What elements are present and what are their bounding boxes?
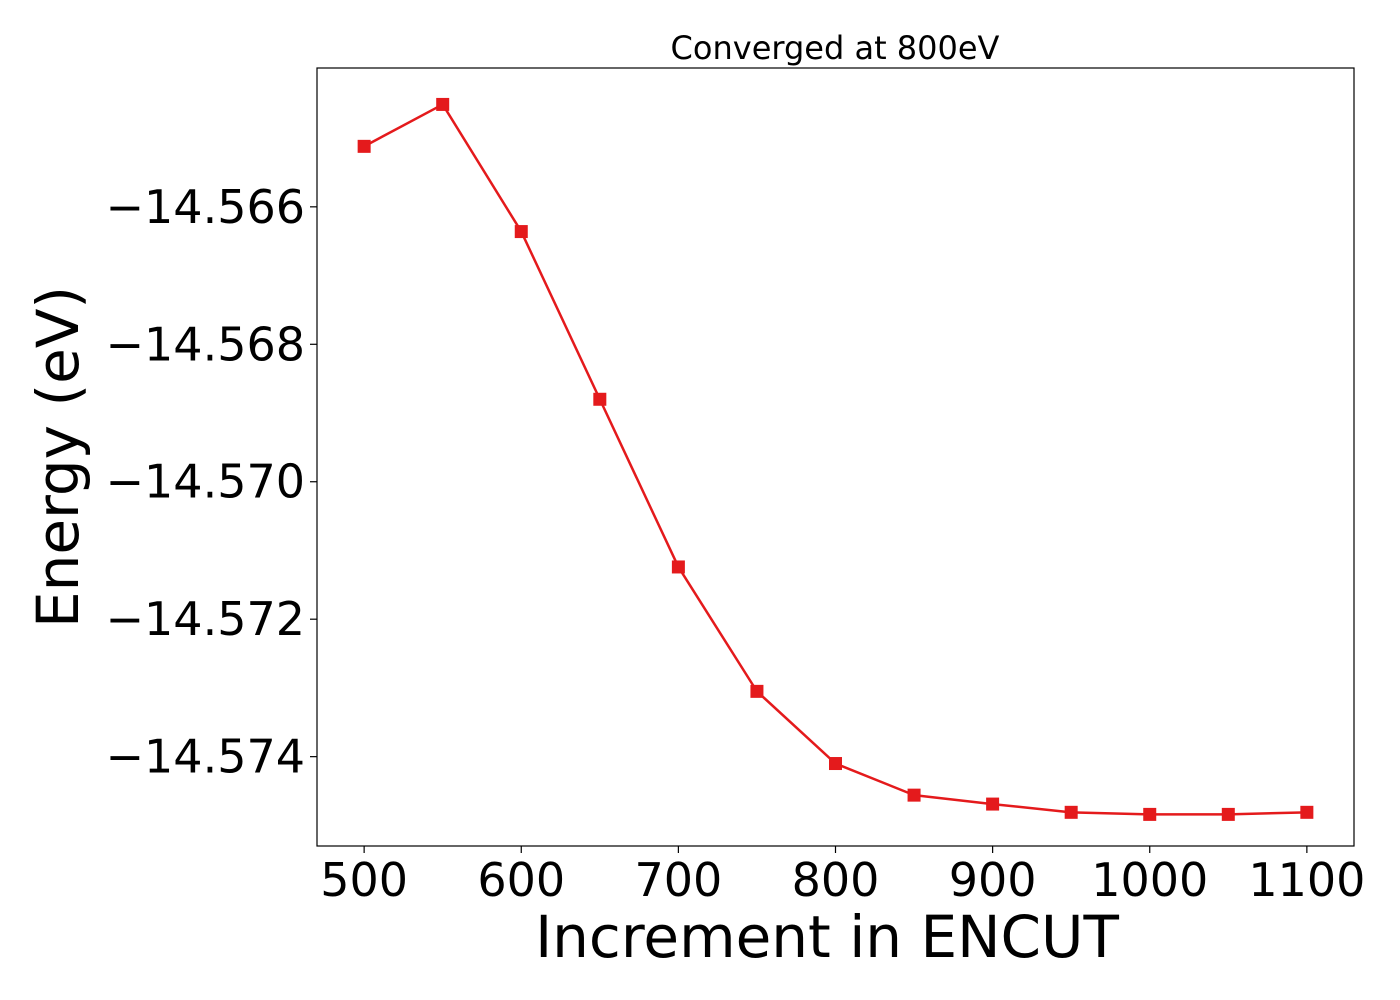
data-point (671, 560, 685, 574)
x-tick-label: 700 (634, 853, 722, 907)
data-point (1064, 805, 1078, 819)
x-tick-label: 600 (477, 853, 565, 907)
plot-frame (316, 67, 1355, 847)
data-point (436, 97, 450, 111)
data-point (514, 225, 528, 239)
y-tick-label: −14.574 (106, 730, 306, 784)
x-tick-label: 900 (949, 853, 1037, 907)
x-tick-label: 500 (320, 853, 408, 907)
data-point (593, 392, 607, 406)
y-tick-label: −14.570 (106, 455, 306, 509)
data-point (907, 788, 921, 802)
data-point (750, 684, 764, 698)
chart-title: Converged at 800eV (671, 29, 1000, 67)
data-point (1221, 807, 1235, 821)
x-tick-label: 1100 (1248, 853, 1365, 907)
y-tick-label: −14.572 (106, 592, 306, 646)
data-point (1143, 807, 1157, 821)
data-point (986, 797, 1000, 811)
y-tick-label: −14.566 (106, 180, 306, 234)
x-tick-label: 1000 (1091, 853, 1208, 907)
data-point (357, 139, 371, 153)
y-axis-title: Energy (eV) (24, 286, 92, 628)
data-point (829, 757, 842, 771)
x-axis-title: Increment in ENCUT (535, 903, 1119, 971)
y-tick-label: −14.568 (106, 317, 306, 371)
data-point (1300, 805, 1314, 819)
x-tick-label: 800 (792, 853, 880, 907)
plot-area: 500 600 700 800 900 1000 1100 −14.566 −14.568 −14… (106, 67, 1365, 907)
